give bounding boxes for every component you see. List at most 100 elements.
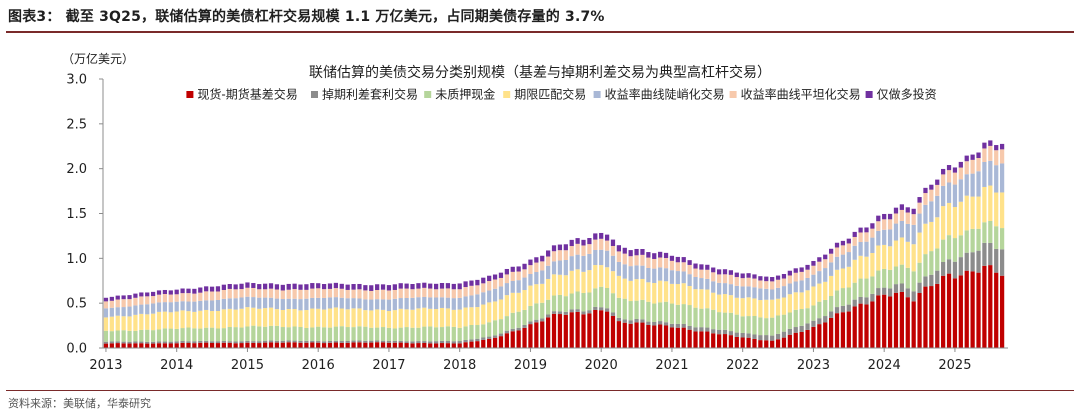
bar-segment [634, 300, 639, 319]
bar-segment [823, 259, 828, 269]
bar-segment [150, 296, 156, 304]
bar-stack [699, 264, 704, 348]
bar-segment [263, 340, 268, 343]
bar-segment [799, 267, 804, 272]
bar-segment [469, 285, 474, 296]
legend-label: 仅做多投资 [877, 87, 937, 102]
bar-segment [687, 264, 692, 275]
bar-stack [722, 269, 728, 348]
bar-segment [994, 272, 999, 348]
bar-segment [846, 287, 851, 305]
bar-segment [652, 321, 657, 326]
bar-segment [510, 312, 515, 329]
bar-segment [793, 272, 798, 282]
bar-segment [534, 322, 539, 348]
bar-segment [475, 307, 480, 326]
bar-segment [546, 265, 551, 279]
bar-segment [534, 303, 539, 320]
bar-segment [121, 330, 126, 342]
bar-segment [534, 262, 539, 273]
bar-segment [805, 264, 810, 270]
bar-segment [864, 227, 869, 233]
bar-segment [245, 282, 250, 288]
bar-segment [162, 294, 168, 303]
bar-segment [540, 270, 545, 284]
bar-stack [746, 273, 751, 348]
bar-segment [487, 290, 492, 303]
bar-segment [693, 289, 698, 308]
bar-segment [298, 327, 303, 341]
bar-segment [168, 294, 173, 303]
bar-segment [941, 174, 946, 186]
bar-segment [451, 289, 456, 299]
bar-segment [834, 247, 840, 257]
bar-segment [422, 307, 427, 327]
bar-segment [829, 253, 834, 263]
bar-segment [439, 340, 445, 344]
bar-stack [999, 143, 1005, 348]
bar-segment [145, 296, 150, 305]
bar-segment [528, 324, 533, 348]
bar-segment [805, 323, 810, 330]
bar-segment [351, 284, 356, 290]
y-tick-label: 0.0 [66, 342, 87, 357]
bar-segment [481, 339, 486, 348]
bar-segment [380, 340, 386, 343]
bar-segment [923, 187, 928, 194]
bar-segment [298, 342, 303, 348]
bar-stack [540, 255, 545, 348]
bar-segment [339, 308, 344, 327]
bar-segment [251, 283, 256, 288]
bar-segment [840, 240, 846, 246]
bar-segment [893, 292, 899, 348]
bar-segment [192, 288, 197, 294]
bar-segment [652, 258, 657, 269]
bar-segment [758, 335, 763, 341]
bar-segment [805, 329, 810, 348]
bar-stack [339, 283, 344, 348]
bar-segment [375, 327, 380, 341]
bar-segment [746, 277, 751, 287]
legend-swatch [424, 91, 432, 98]
bar-segment [699, 269, 704, 279]
bar-segment [145, 314, 150, 330]
bar-segment [345, 309, 350, 328]
bar-segment [540, 261, 545, 271]
bar-segment [298, 284, 303, 290]
bar-segment [516, 327, 521, 331]
bar-segment [198, 292, 203, 301]
bar-segment [805, 308, 810, 324]
bar-segment [858, 232, 863, 243]
bar-stack [752, 274, 757, 348]
bar-segment [540, 302, 545, 319]
bar-segment [652, 303, 657, 322]
bar-stack [487, 275, 492, 348]
figure-title: 图表3： 截至 3Q25，联储估算的美债杠杆交易规模 1.1 万亿美元，占同期美… [8, 9, 605, 25]
bar-segment [127, 306, 132, 317]
bar-segment [433, 289, 439, 298]
bar-segment [192, 301, 197, 312]
bar-segment [392, 310, 397, 329]
bar-segment [321, 284, 327, 290]
bar-segment [280, 284, 285, 291]
bar-segment [958, 257, 963, 276]
bar-segment [209, 327, 215, 342]
bar-stack [268, 283, 274, 348]
bar-segment [298, 340, 303, 343]
bar-segment [728, 312, 734, 332]
bar-segment [121, 307, 126, 317]
bar-segment [274, 298, 280, 310]
bar-segment [876, 245, 881, 271]
bar-segment [174, 289, 179, 295]
bar-stack [156, 290, 162, 348]
bar-segment [375, 284, 380, 291]
bar-segment [722, 269, 728, 275]
legend-item: 未质押现金 [424, 87, 495, 102]
bar-segment [716, 282, 722, 295]
bar-segment [811, 320, 816, 327]
bar-segment [363, 310, 368, 327]
bar-segment [227, 284, 232, 289]
bar-segment [610, 293, 616, 313]
x-axis: 2013 2014 2015 2016 2017 2018 2019 2020 2021 2022… [89, 347, 1008, 373]
bar-stack [823, 254, 828, 348]
